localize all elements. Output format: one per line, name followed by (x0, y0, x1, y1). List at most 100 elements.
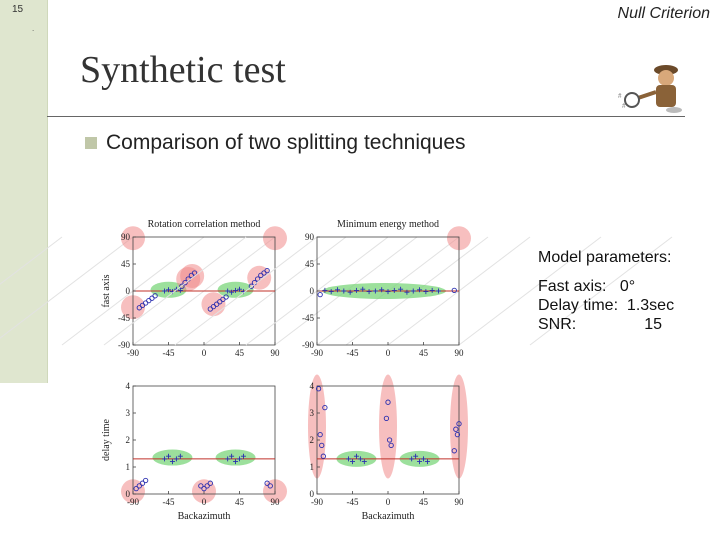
sidebar-strip (0, 0, 48, 383)
y-tick-label: 90 (121, 232, 131, 242)
data-point-plus (237, 286, 242, 292)
data-point-circle (198, 483, 204, 489)
pink-blob (379, 374, 397, 479)
x-tick-label: 45 (419, 348, 429, 358)
bullet-square (85, 137, 97, 149)
data-point-plus (385, 289, 391, 295)
y-tick-label: 4 (126, 381, 131, 391)
pink-blob (121, 479, 145, 504)
x-tick-label: -45 (347, 497, 359, 507)
data-point-circle (223, 294, 229, 300)
x-tick-label: 0 (202, 348, 207, 358)
data-point-plus (391, 287, 397, 293)
data-point-circle (201, 485, 207, 492)
x-tick-label: 45 (235, 497, 245, 507)
x-axis-label: Backazimuth (362, 511, 415, 522)
data-point-plus (162, 288, 168, 294)
pink-blob (447, 226, 471, 251)
blob-group (308, 374, 468, 479)
data-point-plus (372, 288, 378, 294)
data-point-circle (207, 480, 213, 486)
data-point-circle (142, 300, 149, 306)
data-point-plus (347, 289, 353, 295)
plot-frame (132, 236, 276, 346)
guide-line (203, 236, 347, 346)
y-tick-label: 3 (126, 408, 131, 418)
data-point-plus (417, 287, 423, 293)
green-blob (322, 283, 447, 299)
data-point-circle (317, 431, 323, 438)
data-point-plus (409, 456, 415, 462)
data-point-circle (207, 306, 213, 312)
y-tick-label: -45 (118, 313, 130, 323)
y-tick-label: -90 (118, 340, 130, 350)
model-parameters: Model parameters: Fast axis: 0° Delay ti… (538, 248, 674, 334)
data-point-plus (166, 287, 171, 293)
green-blob (215, 449, 256, 466)
y-tick-label: 0 (310, 286, 315, 296)
x-tick-label: -45 (163, 497, 175, 507)
plot-frame (132, 385, 276, 495)
data-point-plus (169, 459, 175, 465)
data-point-plus (346, 456, 352, 462)
data-point-plus (379, 287, 385, 293)
data-point-circle (385, 399, 391, 405)
pink-blob (180, 264, 205, 288)
x-tick-label: 45 (235, 348, 245, 358)
snr-label: SNR: (538, 316, 577, 333)
y-axis-label: delay time (101, 418, 112, 460)
data-point-circle (136, 483, 142, 489)
data-point-plus (162, 456, 168, 462)
data-point-plus (398, 286, 404, 292)
data-point-circle (251, 279, 258, 286)
data-point-circle (451, 448, 457, 454)
y-tick-label: 2 (126, 435, 131, 445)
data-point-plus (435, 288, 441, 294)
fast-axis-label: Fast axis: (538, 278, 607, 295)
data-point-plus (322, 287, 328, 293)
data-point-plus (423, 289, 429, 295)
data-point-circle (133, 485, 139, 492)
data-point-plus (421, 456, 426, 462)
data-point-circle (179, 283, 185, 289)
pink-blob (192, 479, 216, 504)
y-tick-label: 90 (305, 232, 315, 242)
green-blob (336, 450, 377, 467)
guide-line (316, 236, 460, 346)
data-point-circle (213, 301, 220, 307)
x-tick-label: 0 (386, 497, 391, 507)
pink-blob (121, 226, 145, 251)
data-point-circle (182, 279, 188, 286)
y-tick-label: 45 (305, 259, 315, 269)
guide-line (274, 236, 418, 346)
pink-blob (121, 295, 145, 320)
data-point-plus (233, 459, 239, 465)
guide-line (245, 236, 389, 346)
data-point-circle (191, 270, 198, 276)
data-point-circle (264, 267, 270, 274)
pink-blob (247, 265, 272, 290)
y-tick-label: 1 (310, 462, 315, 472)
chart-title: Minimum energy method (337, 219, 439, 230)
delay-label: Delay time: (538, 297, 619, 314)
data-point-plus (353, 453, 359, 459)
pink-blob (263, 226, 287, 251)
corner-label: Null Criterion (617, 5, 710, 22)
data-point-plus (366, 289, 372, 295)
data-point-circle (319, 442, 325, 449)
y-tick-label: 0 (310, 489, 315, 499)
data-point-circle (204, 483, 210, 489)
y-tick-label: 45 (121, 259, 131, 269)
data-point-circle (383, 415, 390, 422)
x-tick-label: -45 (163, 348, 175, 358)
x-tick-label: 90 (455, 348, 465, 358)
bullet-text: Comparison of two splitting techniques (106, 131, 466, 154)
data-point-circle (322, 404, 328, 411)
slide-title: Synthetic test (80, 49, 286, 91)
data-point-plus (417, 459, 423, 465)
page-dot: . (32, 24, 35, 33)
pink-blob (201, 292, 226, 317)
data-point-circle (264, 480, 270, 486)
data-point-circle (142, 477, 149, 484)
guide-line (174, 236, 318, 346)
